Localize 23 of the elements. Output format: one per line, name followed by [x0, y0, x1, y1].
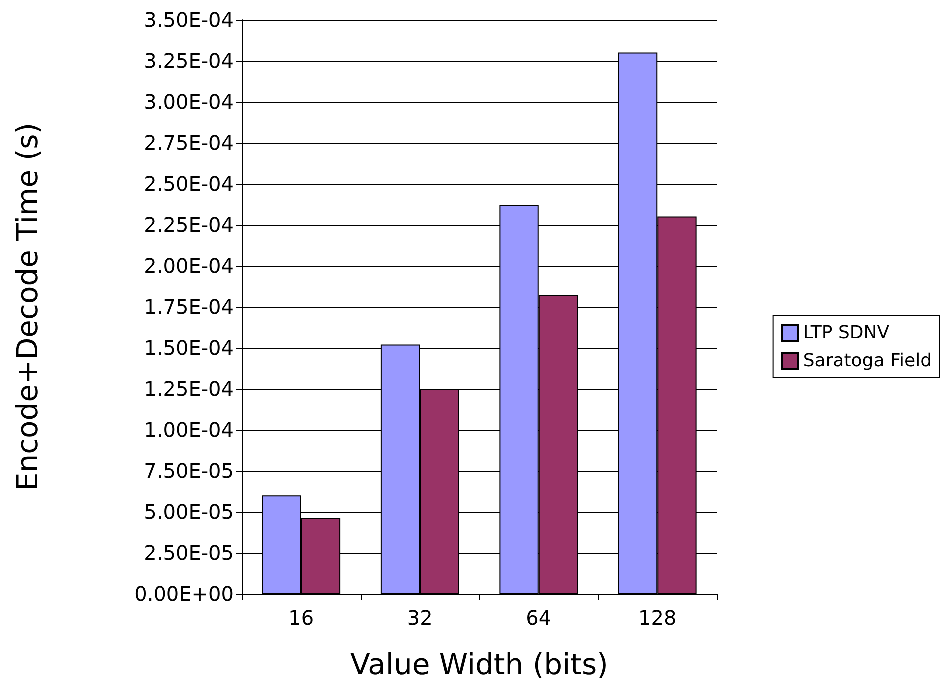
y-tick-label: 7.50E-05 [144, 459, 234, 483]
x-tick-label: 32 [407, 606, 433, 630]
x-axis-title: Value Width (bits) [350, 648, 608, 682]
x-tick-label: 64 [526, 606, 552, 630]
y-tick-label: 2.00E-04 [144, 254, 234, 278]
y-tick-label: 1.75E-04 [144, 295, 234, 319]
y-axis-title: Encode+Decode Time (s) [10, 122, 44, 492]
y-tick-label: 2.25E-04 [144, 213, 234, 237]
legend-label: LTP SDNV [803, 322, 890, 344]
y-tick-label: 2.50E-05 [144, 541, 234, 565]
y-tick-label: 1.00E-04 [144, 418, 234, 442]
x-tick-label: 16 [288, 606, 314, 630]
legend-label: Saratoga Field [803, 350, 932, 372]
x-tick-label: 128 [638, 606, 677, 630]
y-tick-label: 5.00E-05 [144, 500, 234, 524]
y-tick-label: 0.00E+00 [134, 582, 234, 606]
y-tick-label: 2.50E-04 [144, 172, 234, 196]
y-tick-label: 2.75E-04 [144, 131, 234, 155]
y-tick-label: 1.25E-04 [144, 377, 234, 401]
y-tick-label: 3.50E-04 [144, 8, 234, 32]
y-tick-label: 1.50E-04 [144, 336, 234, 360]
y-tick-label: 3.25E-04 [144, 49, 234, 73]
y-tick-label: 3.00E-04 [144, 90, 234, 114]
